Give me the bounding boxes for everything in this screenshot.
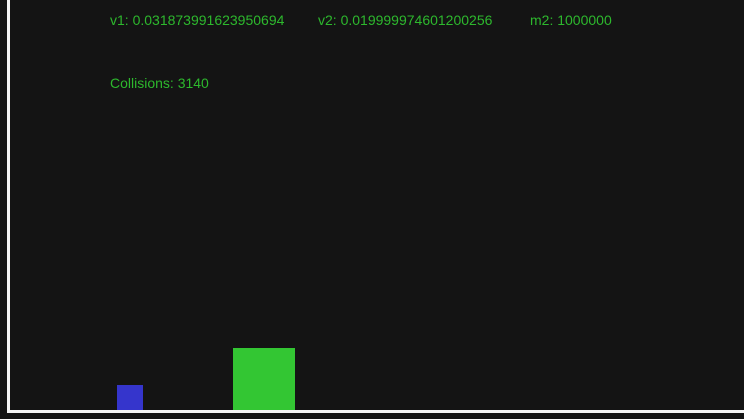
small-block xyxy=(117,385,143,410)
m2-readout: m2: 1000000 xyxy=(530,12,612,28)
left-wall xyxy=(7,0,10,413)
floor xyxy=(7,410,744,413)
large-block xyxy=(233,348,295,410)
collisions-counter: Collisions: 3140 xyxy=(110,75,209,91)
v1-readout: v1: 0.031873991623950694 xyxy=(110,12,285,28)
v2-readout: v2: 0.019999974601200256 xyxy=(318,12,493,28)
